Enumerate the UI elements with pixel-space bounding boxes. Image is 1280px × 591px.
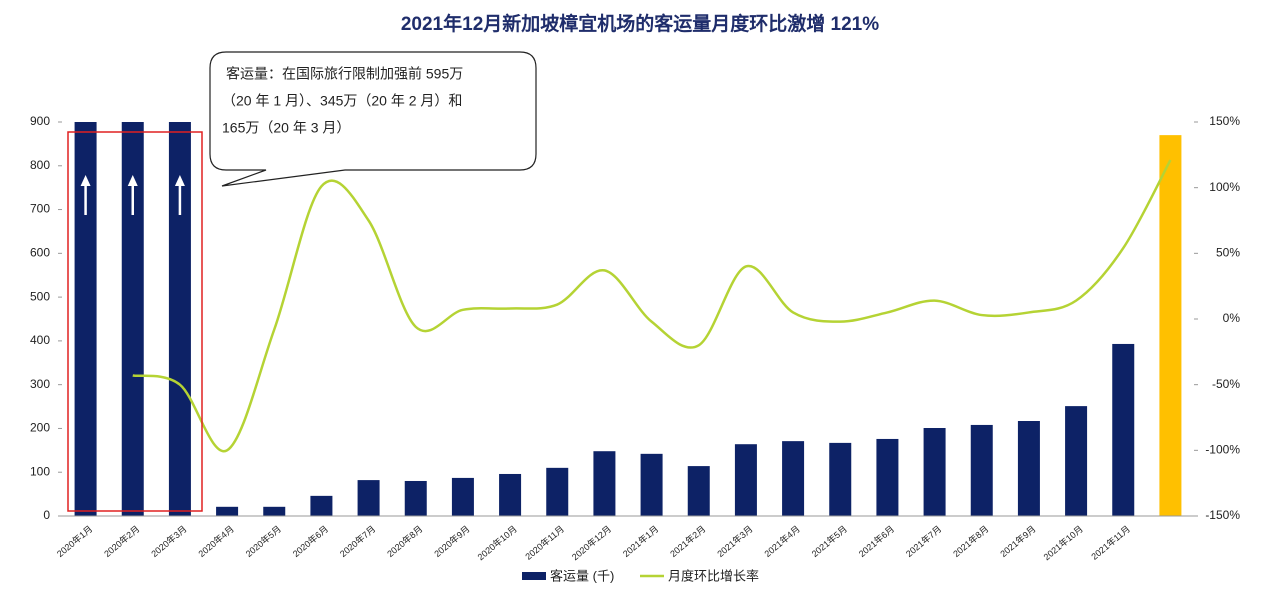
x-tick-label: 2021年11月	[1089, 523, 1132, 562]
bar	[640, 453, 663, 516]
legend-label: 客运量 (千)	[550, 568, 614, 583]
legend-label: 月度环比增长率	[668, 568, 759, 583]
y2-tick-label: -100%	[1205, 443, 1240, 457]
arrow-head	[174, 175, 185, 186]
annotation: 客运量：在国际旅行限制加强前 595万	[226, 66, 463, 82]
y-tick-label: 300	[30, 377, 50, 391]
x-tick-label: 2020年3月	[149, 523, 189, 559]
x-tick-label: 2020年7月	[337, 523, 377, 559]
y-tick-label: 0	[43, 508, 50, 522]
annotation: 165万（20 年 3 月）	[222, 120, 350, 136]
y-tick-label: 400	[30, 333, 50, 347]
x-tick-label: 2020年2月	[102, 523, 142, 559]
bar	[734, 444, 757, 516]
y-tick-label: 800	[30, 158, 50, 172]
bar	[829, 442, 852, 516]
bar	[876, 438, 899, 516]
x-tick-label: 2020年10月	[475, 523, 519, 562]
x-tick-label: 2020年1月	[54, 523, 94, 559]
y-tick-label: 600	[30, 246, 50, 260]
x-tick-label: 2020年8月	[385, 523, 425, 559]
bar	[451, 477, 474, 516]
bar	[1112, 343, 1135, 516]
bar	[1017, 421, 1040, 516]
bar	[168, 122, 191, 516]
y-tick-label: 700	[30, 202, 50, 216]
bar	[404, 480, 427, 516]
annotation: （20 年 1 月）、345万（20 年 2 月）和	[222, 93, 462, 109]
arrow-head	[127, 175, 138, 186]
bar	[687, 466, 710, 516]
bar	[121, 122, 144, 516]
bar	[310, 495, 333, 516]
bar	[216, 506, 239, 516]
arrow-head	[80, 175, 91, 186]
y-tick-label: 900	[30, 114, 50, 128]
bar	[546, 467, 569, 516]
bar	[74, 122, 97, 516]
y2-tick-label: 0%	[1223, 311, 1241, 325]
x-tick-label: 2020年11月	[523, 523, 566, 562]
y2-tick-label: -50%	[1212, 377, 1240, 391]
x-tick-label: 2021年2月	[668, 523, 708, 559]
bar	[970, 424, 993, 516]
y2-tick-label: 150%	[1209, 114, 1240, 128]
y-tick-label: 500	[30, 289, 50, 303]
x-tick-label: 2021年9月	[998, 523, 1038, 559]
x-tick-label: 2021年4月	[762, 523, 802, 559]
chart-title: 2021年12月新加坡樟宜机场的客运量月度环比激增 121%	[401, 12, 879, 35]
line	[132, 159, 1172, 453]
bar	[1065, 406, 1088, 516]
y-tick-label: 200	[30, 421, 50, 435]
x-tick-label: 2021年1月	[620, 523, 660, 559]
x-tick-label: 2020年9月	[432, 523, 472, 559]
y-tick-label: 100	[30, 464, 50, 478]
bar	[1159, 135, 1182, 516]
x-tick-label: 2021年5月	[809, 523, 849, 559]
y2-tick-label: 50%	[1216, 246, 1240, 260]
x-tick-label: 2020年5月	[243, 523, 283, 559]
callout	[209, 51, 537, 187]
bar	[499, 473, 522, 516]
x-tick-label: 2020年4月	[196, 523, 236, 559]
x-tick-label: 2021年3月	[715, 523, 755, 559]
y2-tick-label: 100%	[1209, 180, 1240, 194]
x-tick-label: 2020年6月	[290, 523, 330, 559]
bar	[923, 428, 946, 516]
x-tick-label: 2021年8月	[951, 523, 991, 559]
x-tick-label: 2021年6月	[856, 523, 896, 559]
legend-swatch	[522, 572, 546, 580]
bar	[357, 480, 380, 516]
highlight-box	[67, 131, 203, 512]
y2-tick-label: -150%	[1205, 508, 1240, 522]
bar	[593, 451, 616, 516]
bar	[782, 441, 805, 516]
bar	[263, 506, 286, 516]
x-tick-label: 2020年12月	[569, 523, 613, 562]
x-tick-label: 2021年10月	[1041, 523, 1085, 562]
x-tick-label: 2021年7月	[903, 523, 943, 559]
